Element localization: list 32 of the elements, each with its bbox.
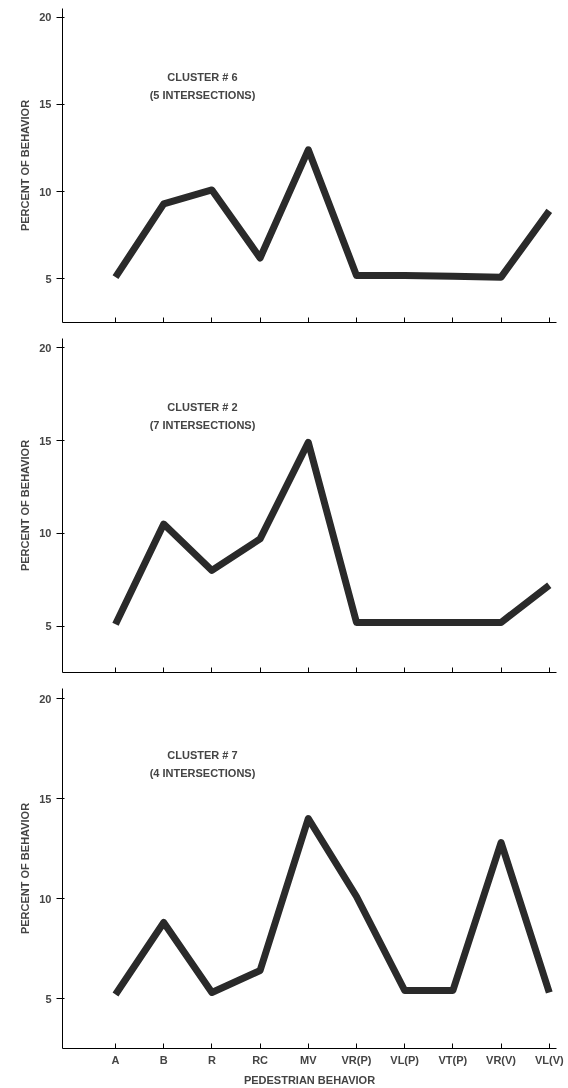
annotation: CLUSTER # 6 [167, 70, 238, 83]
annotation: (5 INTERSECTIONS) [149, 88, 256, 101]
y-tick-label: 5 [45, 272, 52, 285]
y-tick-label: 10 [39, 185, 52, 198]
x-tick-label: VL(V) [534, 1053, 564, 1066]
x-tick-label: MV [300, 1053, 318, 1066]
y-axis-title: PERCENT OF BEHAVIOR [19, 99, 32, 232]
x-tick-label: B [159, 1053, 168, 1066]
x-tick-label: A [111, 1053, 120, 1066]
x-tick-label: VR(V) [486, 1053, 517, 1066]
annotation: CLUSTER # 7 [167, 748, 238, 761]
y-tick-label: 10 [39, 892, 52, 905]
y-tick-label: 15 [39, 792, 52, 805]
x-tick-label: R [207, 1053, 216, 1066]
y-tick-label: 15 [39, 98, 52, 111]
y-axis-title: PERCENT OF BEHAVIOR [19, 439, 32, 572]
annotation: CLUSTER # 2 [167, 400, 238, 413]
x-tick-label: VT(P) [438, 1053, 468, 1066]
x-tick-label: VR(P) [341, 1053, 372, 1066]
y-tick-label: 20 [39, 11, 52, 24]
y-tick-label: 5 [45, 992, 52, 1005]
y-tick-label: 5 [45, 620, 52, 633]
x-tick-label: RC [252, 1053, 269, 1066]
y-tick-label: 15 [39, 434, 52, 447]
y-tick-label: 20 [39, 692, 52, 705]
annotation: (4 INTERSECTIONS) [149, 766, 256, 779]
y-axis-title: PERCENT OF BEHAVIOR [19, 802, 32, 935]
x-axis-title: PEDESTRIAN BEHAVIOR [243, 1073, 376, 1086]
y-tick-label: 10 [39, 527, 52, 540]
annotation: (7 INTERSECTIONS) [149, 418, 256, 431]
y-tick-label: 20 [39, 341, 52, 354]
x-tick-label: VL(P) [390, 1053, 420, 1066]
